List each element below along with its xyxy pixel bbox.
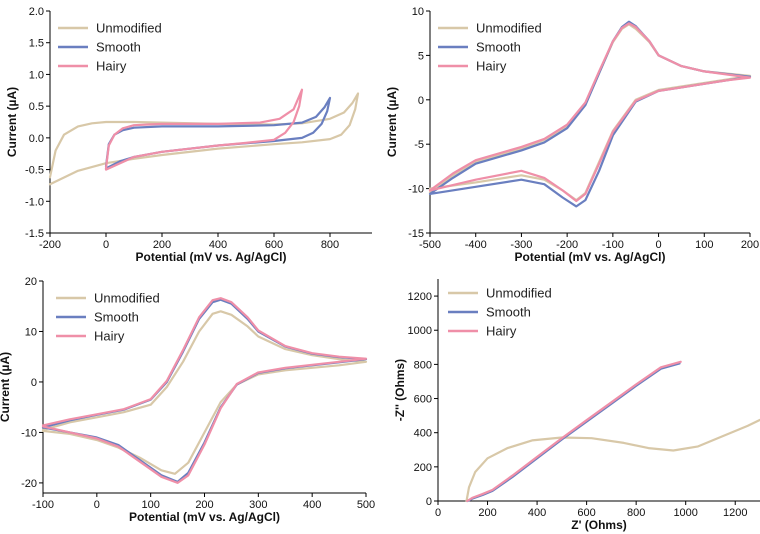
y-tick-label: 10 (412, 6, 424, 18)
y-tick-label: 10 (25, 326, 37, 338)
legend-label-smooth: Smooth (94, 310, 139, 325)
x-axis-title: Potential (mV vs. Ag/AgCl) (515, 250, 666, 264)
y-tick-label: -5 (414, 139, 424, 151)
panel-eis-nyquist: 0 200 400 600 800 1000 1200 0 200 400 600 800 1000 12… (393, 279, 760, 532)
x-tick-label: 200 (478, 507, 496, 519)
x-tick-label: 800 (321, 239, 339, 251)
y-tick-label: -10 (408, 184, 424, 196)
x-axis-title: Potential (mV vs. Ag/AgCl) (129, 510, 280, 524)
y-tick-label: 2.0 (29, 6, 44, 18)
y-axis-title: Current (µA) (5, 87, 19, 157)
y-axis-title: Current (µA) (0, 352, 12, 422)
y-tick-label: 200 (414, 462, 432, 474)
x-tick-label: 500 (357, 499, 375, 511)
y-tick-label: 0 (418, 95, 424, 107)
y-tick-label: -10 (21, 427, 37, 439)
x-tick-label: 200 (195, 499, 213, 511)
y-tick-label: 400 (414, 428, 432, 440)
legend-label-unmodified: Unmodified (96, 21, 162, 36)
x-axis-title: Z' (Ohms) (571, 518, 627, 532)
x-tick-label: 400 (528, 507, 546, 519)
series-smooth-line (41, 298, 368, 483)
x-tick-label: -100 (602, 239, 624, 251)
x-tick-label: -300 (510, 239, 532, 251)
series-smooth-line (466, 362, 681, 503)
x-tick-label: 0 (103, 239, 109, 251)
x-axis-title: Potential (mV vs. Ag/AgCl) (136, 250, 287, 264)
series-hairy-line (41, 297, 368, 484)
y-tick-label: 0 (31, 377, 37, 389)
y-tick-label: -1.0 (25, 196, 44, 208)
y-tick-label: 1.5 (29, 38, 44, 50)
y-tick-label: 20 (25, 276, 37, 288)
y-axis-title: Current (µA) (385, 87, 399, 157)
y-tick-label: 0.0 (29, 133, 44, 145)
y-tick-label: 1200 (408, 291, 432, 303)
y-tick-label: -15 (408, 228, 424, 240)
x-tick-label: 600 (577, 507, 595, 519)
series-unmodified-line (465, 418, 760, 503)
y-tick-label: -1.5 (25, 228, 44, 240)
legend-label-hairy: Hairy (486, 324, 517, 339)
x-tick-label: 400 (209, 239, 227, 251)
x-tick-label: -200 (556, 239, 578, 251)
legend-label-hairy: Hairy (94, 329, 125, 344)
y-tick-label: -20 (21, 478, 37, 490)
panel-cv-blank: -200 0 200 400 600 800 -1.5 -1.0 -0.5 0.0 0.5 1.0 1.… (5, 6, 372, 264)
x-tick-label: 1000 (673, 507, 697, 519)
x-tick-label: 1200 (723, 507, 747, 519)
x-tick-label: 100 (141, 499, 159, 511)
panel-cv-redox-1: -500 -400 -300 -200 -100 0 100 200 -15 -10 -5 0 5 10 P… (385, 6, 759, 264)
legend-label-smooth: Smooth (96, 40, 141, 55)
legend-label-smooth: Smooth (476, 40, 521, 55)
legend-label-hairy: Hairy (476, 59, 507, 74)
y-tick-label: 800 (414, 359, 432, 371)
y-axis-title: -Z'' (Ohms) (393, 359, 407, 421)
x-tick-label: 0 (94, 499, 100, 511)
series-hairy-line (428, 22, 752, 203)
x-tick-label: 200 (153, 239, 171, 251)
y-tick-label: 0 (426, 496, 432, 508)
y-tick-label: -0.5 (25, 165, 44, 177)
x-tick-label: 400 (303, 499, 321, 511)
x-tick-label: 300 (249, 499, 267, 511)
x-tick-label: 0 (435, 507, 441, 519)
x-tick-label: -200 (39, 239, 61, 251)
legend-label-unmodified: Unmodified (476, 21, 542, 36)
series-unmodified-line (48, 92, 360, 186)
y-tick-label: 600 (414, 394, 432, 406)
x-tick-label: -500 (419, 239, 441, 251)
y-tick-label: 1.0 (29, 69, 44, 81)
x-tick-label: 100 (695, 239, 713, 251)
legend-label-unmodified: Unmodified (94, 291, 160, 306)
x-tick-label: 600 (265, 239, 283, 251)
series-hairy-line (104, 88, 304, 171)
series-unmodified-line (41, 310, 368, 475)
x-tick-label: 0 (656, 239, 662, 251)
legend-label-unmodified: Unmodified (486, 286, 552, 301)
y-tick-label: 0.5 (29, 101, 44, 113)
series-hairy-line (466, 360, 682, 503)
x-tick-label: 200 (741, 239, 759, 251)
legend-label-smooth: Smooth (486, 305, 531, 320)
x-tick-label: 800 (627, 507, 645, 519)
panel-cv-redox-2: -100 0 100 200 300 400 500-20-1001020Potential… (0, 276, 375, 524)
y-tick-label: 5 (418, 50, 424, 62)
x-tick-label: -400 (465, 239, 487, 251)
legend-label-hairy: Hairy (96, 59, 127, 74)
x-tick-label: -100 (32, 499, 54, 511)
y-tick-label: 1000 (408, 325, 432, 337)
